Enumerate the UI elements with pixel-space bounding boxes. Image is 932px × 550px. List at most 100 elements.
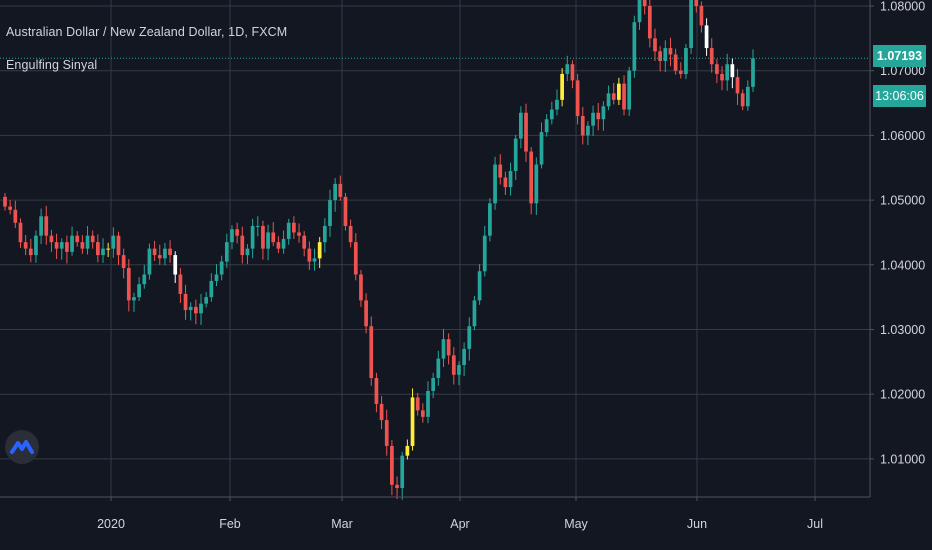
candle-89	[462, 342, 466, 377]
candle-137	[709, 38, 714, 73]
candle-body	[725, 64, 730, 81]
candle-body	[235, 229, 239, 236]
candle-57	[297, 223, 301, 243]
candle-35	[183, 284, 188, 320]
candle-46	[240, 226, 245, 264]
candle-43	[224, 233, 229, 269]
candle-body	[390, 445, 394, 485]
candle-body	[668, 48, 673, 55]
candle-62	[322, 218, 327, 253]
candle-body	[39, 216, 43, 236]
candle-body	[493, 164, 497, 204]
candle-53	[276, 236, 281, 254]
candle-108	[560, 68, 564, 107]
candle-body	[348, 225, 353, 243]
candle-body	[560, 73, 564, 100]
candle-body	[565, 64, 570, 74]
candle-69	[359, 269, 363, 307]
candle-5	[28, 238, 33, 263]
candle-body	[441, 339, 446, 359]
candle-body	[580, 115, 585, 136]
candle-body	[292, 222, 296, 233]
candle-body	[555, 99, 559, 110]
grid-lines	[0, 0, 870, 497]
candle-body	[663, 48, 668, 61]
candle-body	[601, 106, 606, 120]
candle-body	[544, 119, 549, 133]
candle-body	[152, 248, 157, 256]
candle-body	[132, 297, 136, 301]
candle-79	[410, 388, 415, 451]
candle-body	[194, 306, 198, 314]
candle-45	[235, 222, 239, 244]
candle-body	[13, 209, 18, 223]
candle-56	[292, 216, 296, 239]
candle-body	[343, 196, 348, 226]
candle-body	[539, 132, 544, 165]
y-tick-label-5: 1.03000	[880, 323, 925, 337]
candle-110	[570, 60, 575, 89]
candle-31	[163, 242, 167, 266]
candle-body	[374, 378, 379, 404]
candle-body	[111, 235, 116, 249]
candle-80	[415, 392, 420, 416]
candle-29	[152, 240, 157, 261]
candle-body	[400, 455, 405, 489]
candle-111	[575, 73, 580, 125]
candle-body	[637, 0, 642, 23]
candle-body	[715, 64, 719, 74]
candle-body	[188, 306, 193, 311]
candle-84	[436, 350, 441, 386]
candle-133	[689, 0, 693, 54]
candle-0	[3, 192, 7, 211]
candle-body	[606, 93, 611, 107]
candle-87	[451, 346, 456, 385]
candle-139	[720, 66, 724, 91]
candle-body	[503, 177, 508, 188]
candle-body	[44, 216, 49, 236]
time-axis[interactable]: 2020 Feb Mar Apr May Jun Jul	[97, 497, 823, 531]
candle-14	[75, 231, 80, 247]
candle-body	[297, 232, 301, 236]
price-axis[interactable]: 1.08000 1.07000 1.06000 1.05000 1.04000 1.030…	[870, 0, 925, 466]
candle-body	[142, 274, 147, 285]
candle-body	[307, 248, 312, 262]
candle-101	[524, 103, 528, 162]
candle-body	[28, 248, 33, 256]
candle-body	[575, 80, 580, 116]
candle-42	[219, 255, 224, 281]
candle-113	[586, 121, 590, 146]
candle-48	[250, 218, 255, 259]
candle-26	[137, 277, 141, 302]
candle-34	[178, 268, 183, 303]
candle-body	[54, 242, 59, 249]
candle-44	[230, 225, 234, 250]
indicator-label[interactable]: Engulfing Sinyal	[6, 58, 98, 72]
candle-body	[75, 235, 80, 243]
candle-body	[312, 258, 317, 262]
candle-2	[13, 200, 18, 228]
y-tick-label-1: 1.07000	[880, 64, 925, 78]
candle-75	[390, 440, 394, 496]
candle-body	[266, 232, 270, 249]
candle-body	[498, 164, 503, 178]
candle-94	[488, 198, 492, 242]
candle-30	[157, 244, 162, 265]
candle-67	[348, 219, 353, 248]
candle-96	[498, 154, 503, 185]
candle-85	[441, 328, 446, 368]
candle-40	[209, 273, 214, 302]
candle-52	[271, 222, 276, 247]
tradingview-logo-icon[interactable]	[5, 430, 39, 464]
candle-122	[632, 15, 637, 78]
candle-119	[617, 77, 621, 105]
candle-127	[658, 46, 663, 72]
candle-body	[699, 6, 704, 26]
candle-body	[101, 248, 105, 256]
candle-6	[34, 230, 38, 263]
candle-body	[245, 248, 250, 256]
candle-1	[8, 200, 13, 215]
symbol-title[interactable]: Australian Dollar / New Zealand Dollar, …	[6, 25, 288, 39]
candle-128	[663, 40, 668, 72]
